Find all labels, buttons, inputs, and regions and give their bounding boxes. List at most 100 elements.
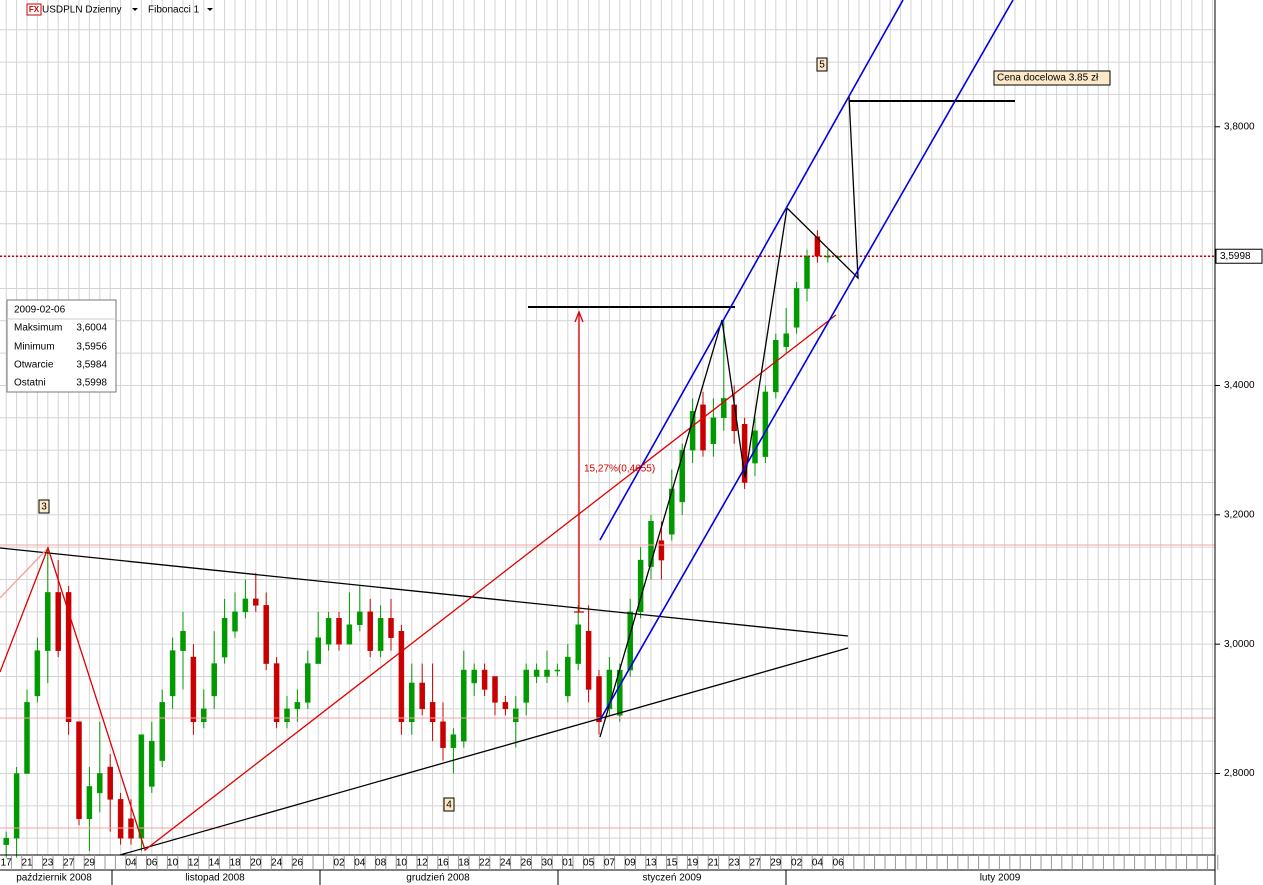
x-tick-label: 01	[562, 858, 574, 869]
candle-body	[575, 624, 581, 664]
candle-body	[232, 611, 238, 632]
candle-body	[773, 339, 779, 393]
x-tick-label: 24	[271, 858, 283, 869]
x-tick-label: 18	[458, 858, 470, 869]
move-label: 15,27%(0,4655)	[584, 464, 655, 475]
candle-body	[409, 682, 415, 723]
month-label: październik 2008	[16, 873, 92, 884]
x-tick-label: 15	[666, 858, 678, 869]
x-tick-label: 12	[417, 858, 429, 869]
candle-body	[492, 676, 498, 703]
y-tick-label: 2,8000	[1224, 768, 1255, 779]
info-box: 2009-02-06 Maksimum 3,6004 Minimum 3,595…	[6, 299, 117, 393]
icon-text: FX	[29, 5, 40, 14]
candle-body	[159, 702, 165, 761]
candle-body	[13, 773, 20, 839]
candle-body	[533, 669, 540, 677]
symbol-button[interactable]: USDPLN Dzienny	[42, 5, 121, 16]
candle-body	[440, 721, 446, 748]
candle-body	[471, 669, 477, 684]
x-tick-label: 30	[541, 858, 553, 869]
y-tick-label: 3,2000	[1224, 509, 1255, 520]
x-tick-label: 05	[583, 858, 595, 869]
x-tick-label: 21	[21, 858, 33, 869]
candle-body	[294, 702, 301, 710]
candle-body	[565, 656, 571, 697]
candle-body	[544, 669, 550, 677]
trend-line	[0, 547, 849, 637]
x-tick-label: 19	[687, 858, 699, 869]
candle-body	[34, 650, 41, 697]
x-tick-label: 23	[729, 858, 741, 869]
wave-label: 4	[446, 800, 452, 811]
x-tick-label: 04	[354, 858, 366, 869]
toolbar: FX USDPLN Dzienny Fibonacci 1	[26, 3, 213, 16]
candle-body	[284, 708, 290, 723]
info-panel	[6, 299, 117, 393]
y-tick-label: 3,4000	[1224, 380, 1255, 391]
symbol-icon	[26, 3, 42, 16]
price-label: 3,5998	[1220, 251, 1251, 262]
candle-body	[3, 837, 9, 845]
wave-label: 5	[819, 60, 825, 71]
dropdown-arrow[interactable]	[207, 8, 213, 11]
candle-body	[721, 398, 727, 419]
x-tick-label: 14	[209, 858, 221, 869]
candle-body	[700, 404, 706, 451]
candle-body	[336, 618, 342, 645]
x-tick-label: 22	[479, 858, 491, 869]
x-tick-label: 12	[188, 858, 200, 869]
info-value: 3,5998	[76, 378, 107, 389]
wave-label: 3	[41, 502, 47, 513]
candle-body	[273, 663, 280, 723]
candle-body	[97, 773, 103, 794]
candle-body	[450, 734, 457, 748]
candle-body	[783, 333, 789, 347]
candle-body	[648, 521, 654, 567]
x-tick-label: 16	[437, 858, 449, 869]
channel-upper	[599, 0, 904, 541]
candle-body	[793, 288, 800, 328]
grid	[0, 0, 1215, 855]
x-tick-label: 06	[146, 858, 158, 869]
candle-body	[86, 786, 93, 820]
x-tick-label: 29	[84, 858, 96, 869]
channel-lower	[599, 0, 1014, 721]
candle-body	[242, 598, 249, 613]
label-box	[443, 797, 455, 812]
y-tick-label: 3,0000	[1224, 639, 1255, 650]
candle-body	[429, 702, 436, 723]
wave-zigzag	[599, 95, 859, 738]
x-tick-label: 13	[645, 858, 657, 869]
info-key: Minimum	[14, 342, 55, 353]
month-label: luty 2009	[980, 873, 1021, 884]
price-label-box	[1215, 248, 1263, 264]
x-tick-label: 09	[625, 858, 637, 869]
candle-body	[741, 424, 748, 483]
label-box	[816, 57, 828, 72]
candle-body	[367, 611, 373, 651]
info-value: 3,5984	[76, 360, 107, 371]
candle-body	[325, 618, 332, 645]
x-tick-label: 02	[333, 858, 345, 869]
study-button[interactable]: Fibonacci 1	[148, 5, 200, 16]
candle-body	[253, 598, 259, 606]
candle-body	[377, 618, 384, 651]
x-tick-label: 29	[770, 858, 782, 869]
dropdown-arrow[interactable]	[132, 8, 138, 11]
x-tick-label: 20	[250, 858, 262, 869]
candle-body	[263, 605, 269, 664]
info-value: 3,5956	[76, 342, 107, 353]
candle-body	[55, 592, 61, 651]
candle-body	[637, 559, 644, 613]
candle-body	[65, 592, 72, 723]
candle-body	[45, 592, 51, 651]
x-tick-label: 26	[292, 858, 304, 869]
trend-line	[119, 647, 849, 856]
candle-body	[149, 740, 155, 787]
x-tick-label: 21	[708, 858, 720, 869]
month-label: grudzień 2008	[406, 873, 470, 884]
candle-body	[24, 702, 30, 774]
x-tick-label: 24	[500, 858, 512, 869]
